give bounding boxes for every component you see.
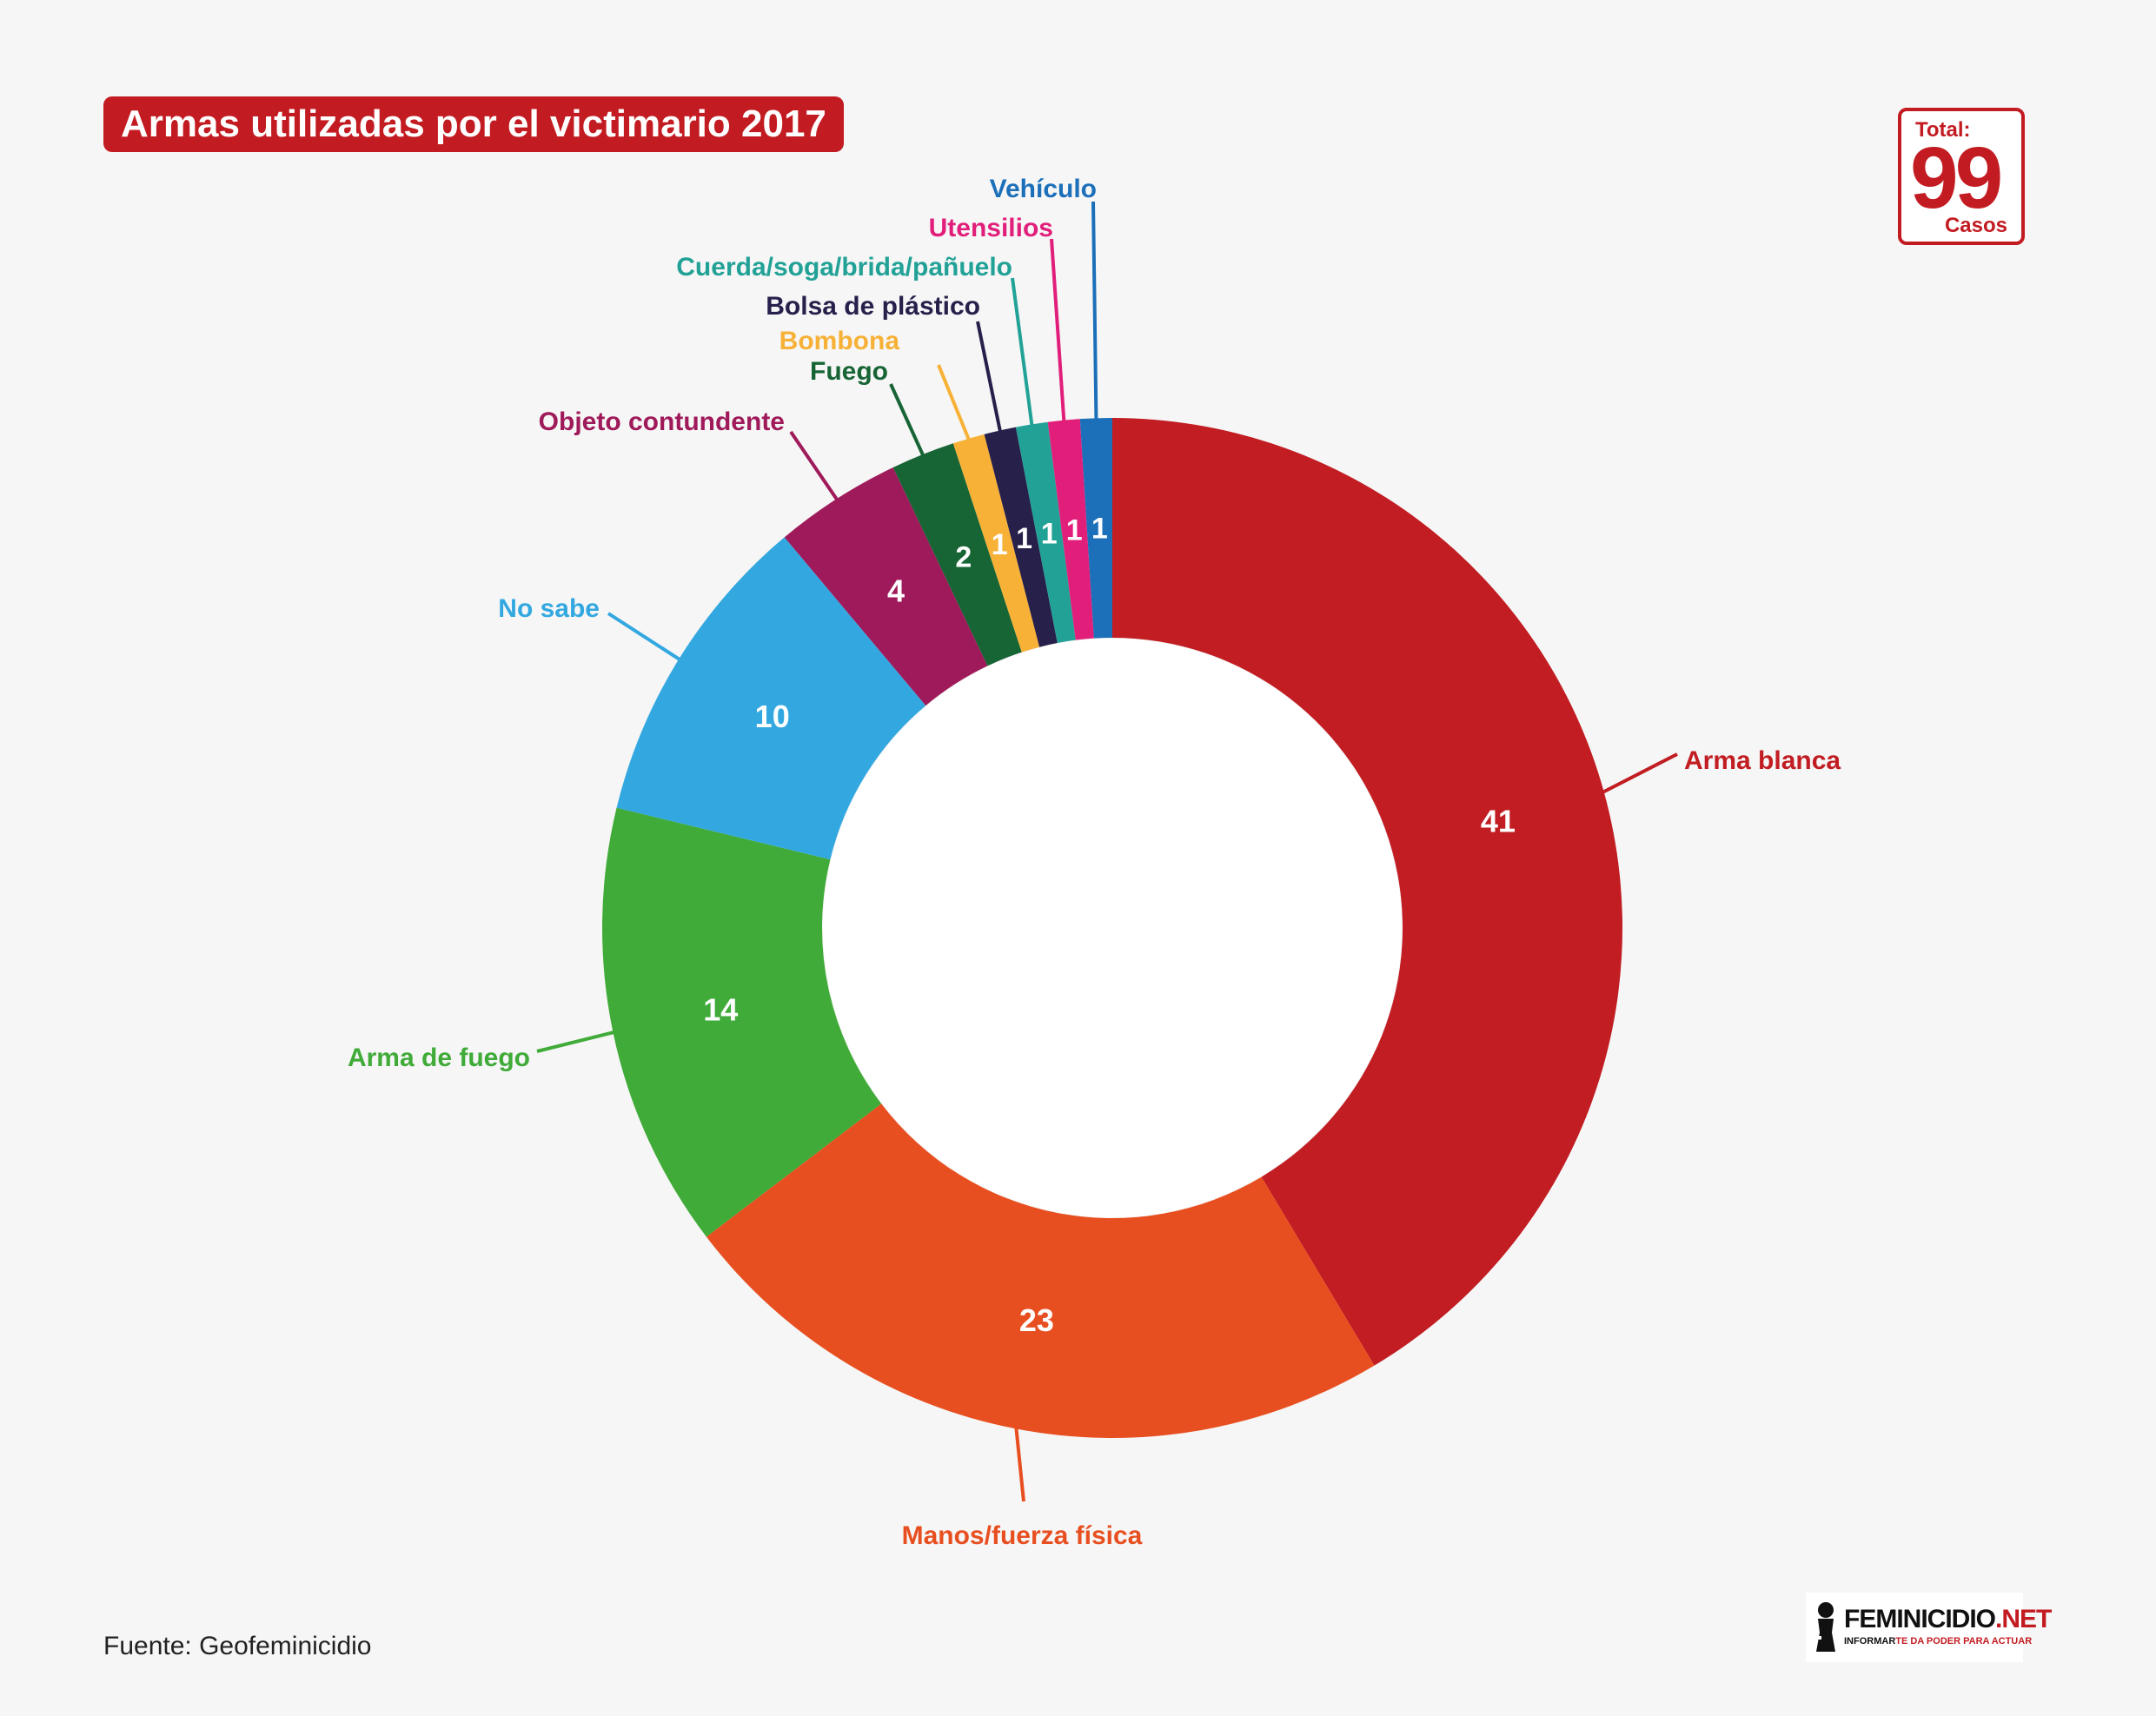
leader-line-arma-de-fuego bbox=[536, 1030, 615, 1053]
slice-arma-de-fuego bbox=[602, 807, 882, 1237]
category-label-cuerda-soga-brida-panuelo: Cuerda/soga/brida/pañuelo bbox=[676, 253, 1012, 282]
leader-line-manos-fuerza-fisica bbox=[1014, 1427, 1025, 1502]
category-label-bombona: Bombona bbox=[779, 327, 900, 355]
value-label-utensilios: 1 bbox=[1066, 514, 1083, 547]
leader-line-utensilios bbox=[1050, 238, 1066, 422]
chart-title: Armas utilizadas por el victimario 2017 bbox=[103, 96, 844, 152]
slice-objeto-contundente bbox=[784, 467, 988, 706]
total-value: 99 bbox=[1910, 129, 2003, 227]
slice-bombona bbox=[952, 434, 1040, 653]
logo-tagline-a: INFORMAR bbox=[1844, 1636, 1896, 1646]
value-label-no-sabe: 10 bbox=[755, 699, 790, 734]
slice-no-sabe bbox=[616, 537, 926, 860]
category-label-arma-blanca: Arma blanca bbox=[1684, 746, 1841, 775]
leader-line-bolsa-de-plastico bbox=[976, 321, 1003, 433]
source-note: Fuente: Geofeminicidio bbox=[103, 1632, 372, 1660]
category-label-no-sabe: No sabe bbox=[498, 594, 600, 623]
total-unit: Casos bbox=[1944, 214, 2007, 237]
category-label-utensilios: Utensilios bbox=[929, 214, 1053, 242]
logo-name: FEMINICIDIO bbox=[1844, 1605, 1996, 1633]
logo-tagline: INFORMARTE DA PODER PARA ACTUAR bbox=[1844, 1636, 2032, 1646]
value-label-bombona: 1 bbox=[992, 528, 1008, 561]
leader-line-no-sabe bbox=[607, 612, 681, 662]
logo-tagline-b: TE DA PODER PARA ACTUAR bbox=[1895, 1636, 2033, 1646]
leader-line-cuerda-soga-brida-panuelo bbox=[1011, 277, 1034, 427]
category-label-vehiculo: Vehículo bbox=[990, 175, 1097, 203]
slice-cuerda-soga-brida-panuelo bbox=[1015, 421, 1076, 644]
category-label-manos-fuerza-fisica: Manos/fuerza física bbox=[902, 1521, 1143, 1550]
value-label-fuego: 2 bbox=[955, 540, 972, 573]
logo-suffix: .NET bbox=[1995, 1605, 2052, 1633]
value-label-arma-de-fuego: 14 bbox=[703, 991, 738, 1027]
leader-line-arma-blanca bbox=[1601, 752, 1678, 794]
feminicidio-logo: FEMINICIDIO.NET INFORMARTE DA PODER PARA… bbox=[1806, 1593, 2052, 1662]
slice-vehiculo bbox=[1079, 418, 1112, 639]
category-label-arma-de-fuego: Arma de fuego bbox=[348, 1044, 530, 1072]
donut-hole bbox=[823, 639, 1402, 1217]
woman-silhouette-icon bbox=[1813, 1602, 1835, 1652]
category-label-objeto-contundente: Objeto contundente bbox=[539, 407, 785, 436]
total-badge: Total: 99 Casos bbox=[1898, 108, 2025, 245]
leader-line-bombona bbox=[937, 364, 972, 441]
category-label-bolsa-de-plastico: Bolsa de plástico bbox=[766, 292, 980, 321]
slice-manos-fuerza-fisica bbox=[706, 1103, 1375, 1438]
slice-utensilios bbox=[1047, 419, 1094, 640]
slice-fuego bbox=[892, 443, 1022, 666]
value-label-manos-fuerza-fisica: 23 bbox=[1019, 1302, 1054, 1338]
slice-arma-blanca bbox=[1112, 418, 1622, 1366]
leader-line-objeto-contundente bbox=[789, 430, 839, 501]
value-label-cuerda-soga-brida-panuelo: 1 bbox=[1041, 517, 1058, 550]
logo-wordmark: FEMINICIDIO.NET bbox=[1844, 1605, 2052, 1634]
value-label-vehiculo: 1 bbox=[1091, 513, 1108, 546]
value-label-bolsa-de-plastico: 1 bbox=[1016, 522, 1032, 555]
leader-line-fuego bbox=[889, 383, 925, 457]
slice-bolsa-de-plastico bbox=[984, 427, 1058, 647]
category-label-fuego: Fuego bbox=[810, 357, 888, 386]
total-label: Total: bbox=[1915, 118, 1971, 142]
value-label-arma-blanca: 41 bbox=[1481, 803, 1516, 838]
value-label-objeto-contundente: 4 bbox=[887, 573, 905, 609]
leader-line-vehiculo bbox=[1091, 201, 1098, 421]
